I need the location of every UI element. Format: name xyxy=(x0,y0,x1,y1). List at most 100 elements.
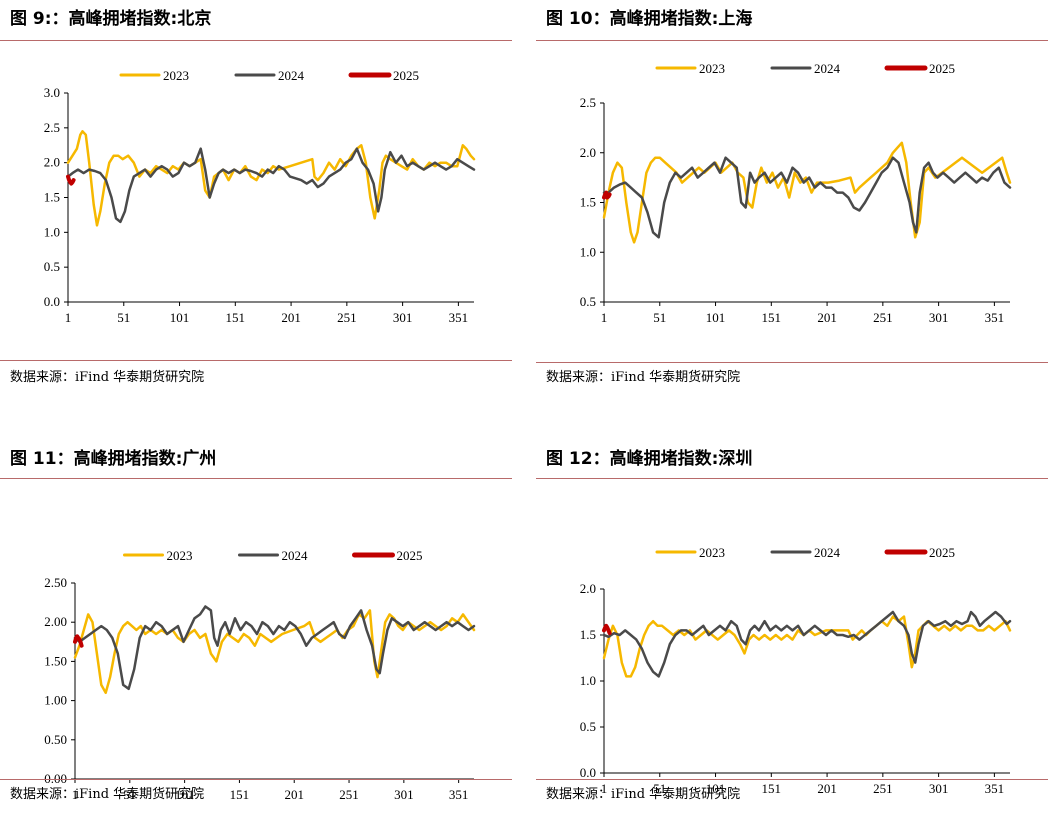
series-line-2025 xyxy=(73,634,84,648)
x-tick-label: 201 xyxy=(817,781,837,796)
x-tick-label: 351 xyxy=(449,310,469,325)
chart-area: 0.00.51.01.52.01 51 101 151 201 251 301 3512023… xyxy=(580,545,1012,796)
x-tick-label: 1 xyxy=(65,310,72,325)
x-tick-label: 301 xyxy=(393,310,413,325)
x-tick-label: 51 xyxy=(653,310,666,325)
legend-label-2025: 2025 xyxy=(929,545,955,560)
y-tick-label: 2.50 xyxy=(44,575,67,590)
series-line-2025 xyxy=(602,190,612,200)
chart-area: 0.00.51.01.52.02.53.01 51 101 151 201 251 301 3… xyxy=(44,68,476,325)
y-tick-label: 1.0 xyxy=(580,244,596,259)
x-tick-label: 151 xyxy=(230,787,250,802)
x-tick-label: 1 xyxy=(601,310,608,325)
source-label: 数据来源：iFind 华泰期货研究院 xyxy=(10,370,205,385)
legend-label-2025: 2025 xyxy=(393,68,419,83)
series-line-2023 xyxy=(66,130,476,227)
legend-label-2025: 2025 xyxy=(397,548,423,563)
x-tick-label: 351 xyxy=(985,310,1005,325)
legend-label-2023: 2023 xyxy=(163,68,189,83)
x-tick-label: 301 xyxy=(929,781,949,796)
x-tick-label: 251 xyxy=(339,787,359,802)
x-tick-label: 301 xyxy=(394,787,414,802)
y-tick-label: 1.00 xyxy=(44,693,67,708)
chart-area: 0.000.501.001.502.002.501 51 101 151 201 251 3… xyxy=(44,548,476,802)
y-tick-label: 2.00 xyxy=(44,614,67,629)
y-tick-label: 2.0 xyxy=(580,581,596,596)
source-rule xyxy=(536,362,1048,363)
chart-title: 图 11：高峰拥堵指数:广州 xyxy=(10,449,217,469)
y-tick-label: 0.0 xyxy=(44,294,60,309)
x-tick-label: 301 xyxy=(929,310,949,325)
x-tick-label: 151 xyxy=(226,310,246,325)
x-tick-label: 351 xyxy=(449,787,469,802)
series-line-2023 xyxy=(73,609,476,695)
x-tick-label: 51 xyxy=(123,787,136,802)
y-tick-label: 2.0 xyxy=(580,145,596,160)
title-rule xyxy=(536,478,1048,479)
legend-label-2024: 2024 xyxy=(814,545,841,560)
y-tick-label: 1.0 xyxy=(580,673,596,688)
x-tick-label: 201 xyxy=(281,310,301,325)
x-tick-label: 151 xyxy=(762,310,782,325)
y-tick-label: 1.0 xyxy=(44,224,60,239)
series-line-2025 xyxy=(66,174,76,186)
x-tick-label: 1 xyxy=(72,787,79,802)
legend-label-2024: 2024 xyxy=(282,548,309,563)
x-tick-label: 101 xyxy=(170,310,190,325)
chart-area: 0.51.01.52.02.51 51 101 151 201 251 301 3512023… xyxy=(580,61,1012,325)
source-label: 数据来源：iFind 华泰期货研究院 xyxy=(546,787,741,802)
x-tick-label: 251 xyxy=(337,310,357,325)
legend-label-2023: 2023 xyxy=(699,61,725,76)
x-tick-label: 51 xyxy=(117,310,130,325)
legend-label-2023: 2023 xyxy=(167,548,193,563)
y-tick-label: 1.5 xyxy=(44,190,60,205)
x-tick-label: 251 xyxy=(873,310,893,325)
chart-title: 图 9:：高峰拥堵指数:北京 xyxy=(10,9,212,29)
x-tick-label: 351 xyxy=(985,781,1005,796)
series-line-2025 xyxy=(602,623,612,636)
legend-label-2024: 2024 xyxy=(278,68,305,83)
source-rule xyxy=(0,779,512,780)
source-rule xyxy=(536,779,1048,780)
panel-shanghai: 图 10：高峰拥堵指数:上海 0.5 1.0 1.5 2.0 2.5 1 51 101 151 2… xyxy=(536,0,1048,390)
series-line-2024 xyxy=(73,605,476,691)
chart-title: 图 12：高峰拥堵指数:深圳 xyxy=(546,449,753,469)
y-tick-label: 2.0 xyxy=(44,155,60,170)
x-tick-label: 201 xyxy=(284,787,304,802)
y-tick-label: 1.5 xyxy=(580,195,596,210)
legend-label-2023: 2023 xyxy=(699,545,725,560)
x-tick-label: 251 xyxy=(873,781,893,796)
x-tick-label: 51 xyxy=(653,781,666,796)
series-line-2023 xyxy=(602,141,1012,244)
legend-label-2025: 2025 xyxy=(929,61,955,76)
source-rule xyxy=(0,360,512,361)
series-line-2024 xyxy=(602,156,1012,239)
x-tick-label: 151 xyxy=(762,781,782,796)
x-tick-label: 101 xyxy=(706,781,726,796)
panel-shenzhen: 图 12：高峰拥堵指数:深圳 0.0 0.5 1.0 1.5 2.0 1 51 101 151 2… xyxy=(536,440,1048,830)
y-tick-label: 0.00 xyxy=(44,771,67,786)
y-tick-label: 0.0 xyxy=(580,765,596,780)
y-tick-label: 1.50 xyxy=(44,653,67,668)
x-tick-label: 101 xyxy=(175,787,195,802)
y-tick-label: 1.5 xyxy=(580,627,596,642)
panel-beijing: 图 9:：高峰拥堵指数:北京 0.0 0.5 1.0 1.5 2.0 2.5 3.0 1 51 1… xyxy=(0,0,512,390)
chart-title: 图 10：高峰拥堵指数:上海 xyxy=(546,9,753,29)
legend-label-2024: 2024 xyxy=(814,61,841,76)
title-rule xyxy=(536,40,1048,41)
y-tick-label: 2.5 xyxy=(580,95,596,110)
series-line-2024 xyxy=(66,147,476,224)
x-tick-label: 1 xyxy=(601,781,608,796)
series-line-2024 xyxy=(602,610,1012,678)
y-tick-label: 0.5 xyxy=(580,719,596,734)
title-rule xyxy=(0,478,512,479)
source-label: 数据来源：iFind 华泰期货研究院 xyxy=(10,787,205,802)
title-rule xyxy=(0,40,512,41)
x-tick-label: 201 xyxy=(817,310,837,325)
y-tick-label: 0.5 xyxy=(580,294,596,309)
x-tick-label: 101 xyxy=(706,310,726,325)
panel-guangzhou: 图 11：高峰拥堵指数:广州 0.00 0.50 1.00 1.50 2.00 2.50 1… xyxy=(0,440,512,830)
y-tick-label: 0.5 xyxy=(44,259,60,274)
y-tick-label: 3.0 xyxy=(44,85,60,100)
source-label: 数据来源：iFind 华泰期货研究院 xyxy=(546,370,741,385)
